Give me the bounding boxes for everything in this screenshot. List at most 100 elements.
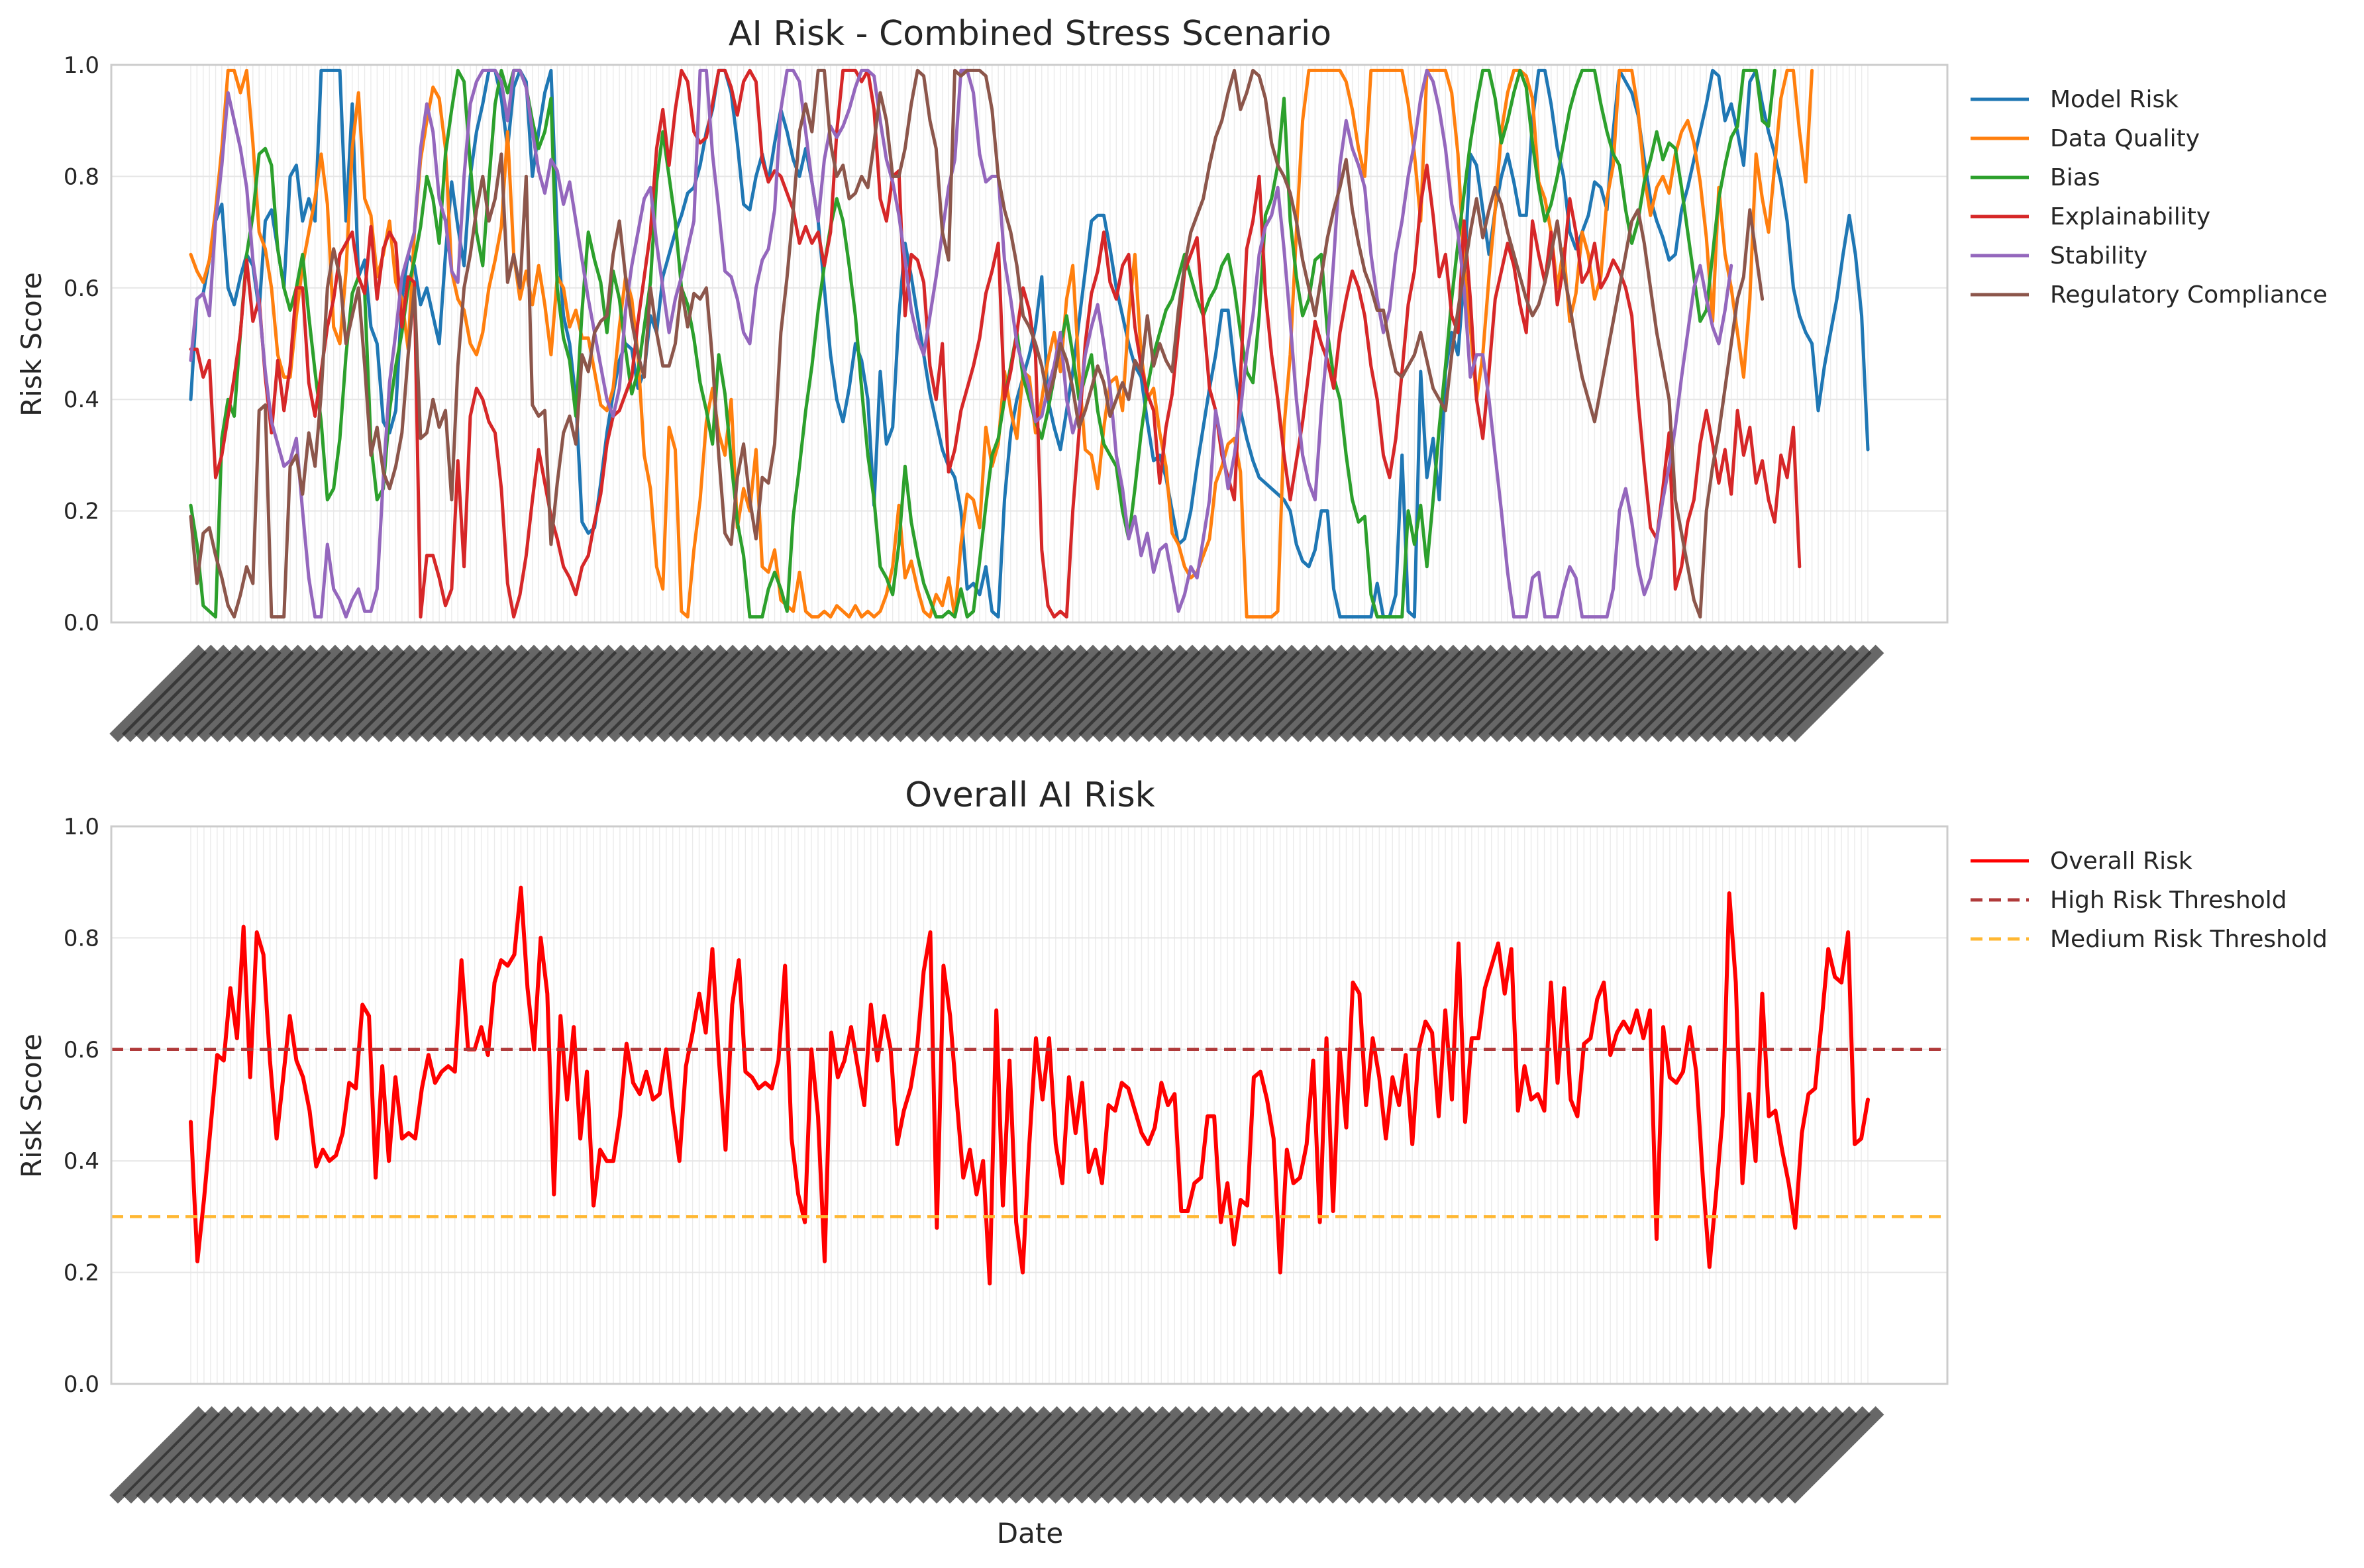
x-tick-label [1456, 1406, 1554, 1504]
x-tick-label [386, 1406, 485, 1504]
x-tick-label [246, 644, 344, 742]
x-tick-label [994, 1406, 1092, 1504]
x-tick-labels [109, 644, 1884, 742]
legend-item: Explainability [1971, 203, 2210, 230]
x-tick-label [1674, 644, 1773, 742]
x-tick-label [1699, 644, 1798, 742]
x-tick-label [1139, 1406, 1237, 1504]
y-tick-label: 0.2 [64, 1260, 99, 1287]
x-tick-label [1192, 1406, 1290, 1504]
x-tick-label [1047, 1406, 1145, 1504]
x-tick-label [439, 1406, 537, 1504]
x-tick-label [134, 644, 232, 742]
x-tick-label [1377, 1406, 1475, 1504]
x-tick-label [1602, 1406, 1700, 1504]
x-tick-label [593, 644, 692, 742]
x-tick-label [1773, 1406, 1871, 1504]
x-tick-label [1364, 1406, 1462, 1504]
series-line-explainability [189, 68, 1802, 619]
series-line-bias [189, 68, 1776, 619]
x-tick-label [1140, 644, 1239, 742]
x-tick-label [929, 644, 1027, 742]
x-tick-label [1376, 644, 1474, 742]
x-tick-label [1637, 644, 1735, 742]
x-tick-label [1662, 644, 1760, 742]
x-tick-label [1720, 1406, 1818, 1504]
x-tick-label [159, 644, 257, 742]
legend-item: Medium Risk Threshold [1971, 926, 2328, 953]
x-tick-label [1538, 644, 1636, 742]
x-tick-label [228, 1406, 326, 1504]
x-tick-label [1488, 644, 1586, 742]
x-tick-label [360, 1406, 458, 1504]
x-tick-label [581, 644, 680, 742]
x-tick-label [1482, 1406, 1580, 1504]
x-tick-label [162, 1406, 260, 1504]
x-tick-label [917, 644, 1015, 742]
y-tick-label: 0.0 [64, 1371, 99, 1398]
legend: Model Risk Data Quality Bias Explainability… [1971, 86, 2328, 309]
x-tick-label [1298, 1406, 1396, 1504]
x-tick-label [1166, 1406, 1264, 1504]
x-tick-label [556, 644, 654, 742]
x-tick-label [809, 1406, 907, 1504]
x-tick-label [979, 644, 1077, 742]
x-tick-label [1786, 644, 1884, 742]
x-tick-label [1390, 1406, 1488, 1504]
series-line-data-quality [189, 68, 1814, 619]
legend-label: Stability [2050, 242, 2147, 270]
x-tick-label [1469, 1406, 1567, 1504]
x-tick-label [258, 644, 356, 742]
x-tick-label [1029, 644, 1127, 742]
legend-item: Data Quality [1971, 125, 2200, 152]
x-tick-label [358, 644, 456, 742]
chart-overall-risk: Overall AI Risk Risk Score Date 0.00.20.… [15, 775, 2328, 1549]
x-tick-label [136, 1406, 234, 1504]
x-tick-label [271, 644, 369, 742]
x-tick-label [730, 1406, 828, 1504]
x-tick-label [1240, 644, 1338, 742]
plot-area: 0.0 0.2 0.4 0.6 0.8 1.0 [64, 814, 1949, 1504]
x-tick-label [981, 1406, 1079, 1504]
legend-label: Overall Risk [2050, 848, 2192, 875]
x-tick-label [254, 1406, 352, 1504]
x-tick-label [928, 1406, 1026, 1504]
x-tick-label [743, 1406, 841, 1504]
x-tick-label [1439, 644, 1537, 742]
x-tick-label [941, 1406, 1039, 1504]
x-tick-label [1500, 644, 1598, 742]
x-tick-label [1103, 644, 1201, 742]
x-tick-label [532, 1406, 630, 1504]
x-tick-label [915, 1406, 1013, 1504]
x-tick-label [1615, 1406, 1713, 1504]
x-tick-label [664, 1406, 762, 1504]
x-tick-label [888, 1406, 986, 1504]
x-tick-label [941, 644, 1039, 742]
legend: Overall Risk High Risk Threshold Medium Ri… [1971, 848, 2328, 953]
x-tick-label [770, 1406, 868, 1504]
x-tick-label [792, 644, 890, 742]
x-tick-label [1724, 644, 1822, 742]
x-tick-label [1351, 644, 1449, 742]
x-tick-label [1245, 1406, 1343, 1504]
x-tick-label [1277, 644, 1375, 742]
x-tick-label [718, 644, 816, 742]
x-tick-label [991, 644, 1090, 742]
x-tick-label [109, 644, 207, 742]
x-tick-label [1667, 1406, 1765, 1504]
x-tick-label [1153, 644, 1251, 742]
x-tick-label [677, 1406, 775, 1504]
x-tick-label [1066, 644, 1164, 742]
y-axis-label: Risk Score [15, 272, 48, 416]
x-tick-label [637, 1406, 735, 1504]
x-tick-label [1612, 644, 1710, 742]
x-tick-label [862, 1406, 960, 1504]
x-tick-label [656, 644, 754, 742]
x-tick-label [1126, 1406, 1224, 1504]
x-tick-label [755, 644, 853, 742]
chart-ai-risk-components: AI Risk - Combined Stress Scenario Risk … [15, 14, 2328, 742]
y-tick-label: 0.4 [64, 1148, 99, 1175]
x-tick-label [432, 644, 531, 742]
